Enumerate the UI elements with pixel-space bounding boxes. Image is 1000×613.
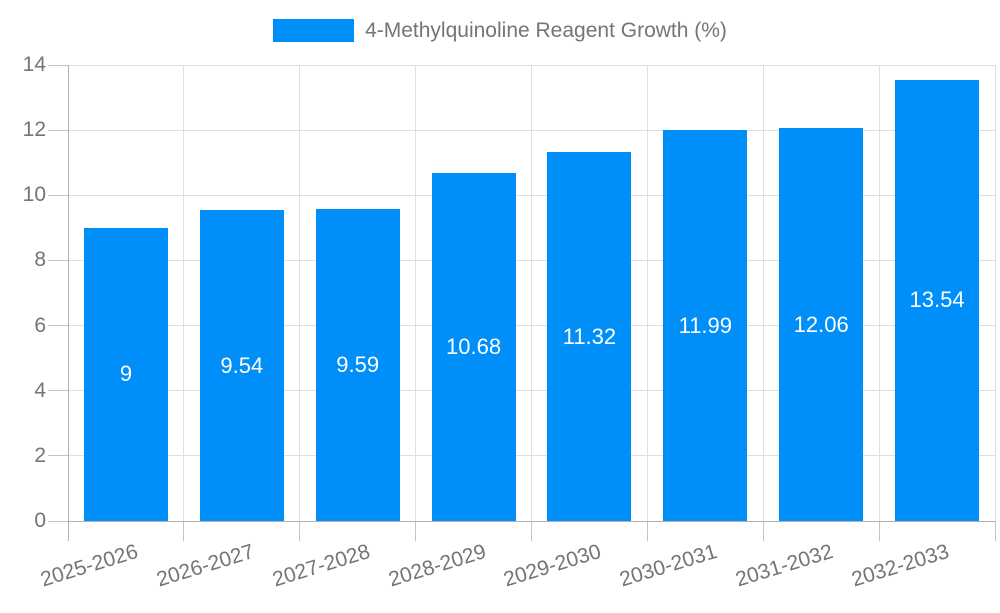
bar-2030-2031[interactable]: [663, 130, 748, 521]
x-gridline: [415, 65, 417, 521]
bar-2031-2032[interactable]: [779, 128, 864, 521]
y-axis-tick: [48, 455, 68, 457]
bar-value-label: 12.06: [793, 311, 849, 337]
x-axis-tick: [994, 521, 996, 541]
y-axis-tick: [48, 390, 68, 392]
y-axis-label: 2: [34, 443, 46, 467]
y-axis-label: 10: [22, 183, 46, 207]
y-axis-label: 6: [34, 313, 46, 337]
bar-2026-2027[interactable]: [199, 210, 284, 521]
bar-2029-2030[interactable]: [547, 152, 632, 521]
x-gridline: [762, 65, 764, 521]
bar-value-label: 9.54: [220, 352, 264, 378]
x-gridline: [299, 65, 301, 521]
x-axis-tick: [531, 521, 532, 541]
bar-value-label: 10.68: [446, 334, 502, 360]
bar-value-label: 9: [119, 361, 133, 387]
legend-swatch: [273, 19, 355, 42]
plot-area: 0 2 4 6 8 10 12 14 9 2025-2026 9.54 2026-2027 9.59 20…: [22, 53, 996, 591]
y-axis-line: [67, 65, 69, 541]
y-axis-label: 4: [34, 378, 46, 402]
x-gridline: [994, 65, 996, 521]
bar-chart: 4-Methylquinoline Reagent Growth (%) 0 2 4…: [0, 18, 1000, 592]
y-axis-tick: [48, 129, 68, 131]
x-gridline: [878, 65, 880, 521]
y-axis-tick: [48, 194, 68, 196]
bar-value-label: 13.54: [909, 287, 965, 313]
y-axis-label: 12: [22, 118, 46, 142]
x-axis-tick: [646, 521, 648, 541]
legend-label: 4-Methylquinoline Reagent Growth (%): [365, 19, 727, 42]
bar-2025-2026[interactable]: [83, 227, 168, 521]
y-axis-label: 8: [34, 248, 46, 272]
legend-item[interactable]: 4-Methylquinoline Reagent Growth (%): [0, 18, 1000, 43]
bar-2032-2033[interactable]: [895, 79, 980, 521]
x-axis-tick: [415, 521, 417, 541]
x-gridline: [646, 65, 648, 521]
y-axis-tick: [48, 520, 68, 522]
x-axis-tick: [299, 521, 301, 541]
x-axis-tick: [183, 521, 185, 541]
y-axis-tick: [48, 325, 68, 327]
y-axis-label: 14: [22, 53, 46, 76]
x-axis-tick: [762, 521, 764, 541]
x-gridline: [531, 65, 532, 521]
x-axis-line: [68, 520, 995, 522]
bar-value-label: 9.59: [336, 351, 380, 377]
bar-value-label: 11.99: [678, 312, 733, 338]
bar-value-label: 11.32: [562, 323, 617, 349]
y-axis-tick: [48, 259, 68, 261]
bar-2028-2029[interactable]: [431, 173, 516, 521]
x-gridline: [183, 65, 185, 521]
bar-2027-2028[interactable]: [315, 208, 400, 521]
x-axis-tick: [878, 521, 880, 541]
y-axis-label: 0: [34, 509, 46, 532]
y-axis-tick: [48, 64, 68, 66]
